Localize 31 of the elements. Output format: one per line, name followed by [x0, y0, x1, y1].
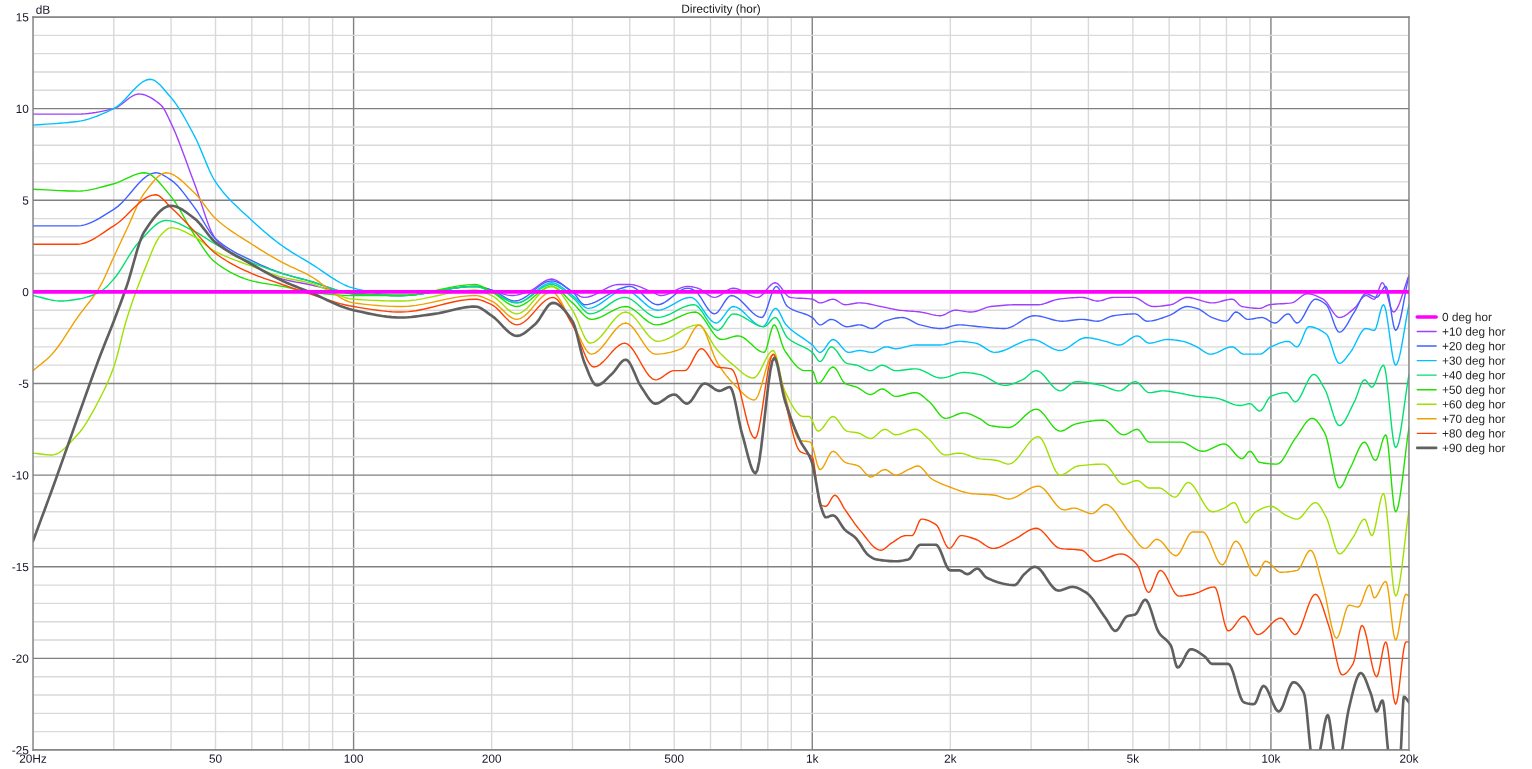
y-tick-label: -20 — [12, 654, 29, 663]
legend-label: +50 deg hor — [1442, 385, 1506, 397]
x-tick-label: 20k — [1400, 754, 1419, 763]
x-tick-label: 50 — [209, 754, 222, 763]
x-tick-label: 5k — [1127, 754, 1140, 763]
y-tick-label: 15 — [16, 13, 29, 22]
legend-label: +70 deg hor — [1442, 414, 1506, 426]
y-tick-label: 10 — [16, 104, 29, 114]
x-tick-label: 500 — [664, 754, 684, 763]
y-tick-label: 0 — [22, 287, 29, 297]
y-tick-label: -10 — [12, 471, 29, 480]
y-tick-label: -15 — [12, 562, 29, 572]
legend-label: +60 deg hor — [1442, 399, 1506, 411]
y-tick-label: -5 — [18, 379, 29, 388]
legend-label: +30 deg hor — [1442, 356, 1506, 368]
x-tick-label: 20Hz — [19, 754, 47, 763]
x-tick-label: 1k — [806, 754, 819, 763]
x-tick-label: 10k — [1262, 754, 1281, 763]
y-tick-label: -25 — [12, 746, 29, 755]
legend-label: +20 deg hor — [1442, 341, 1506, 353]
legend-label: +90 deg hor — [1442, 443, 1506, 455]
x-tick-label: 200 — [482, 754, 502, 763]
legend-label: 0 deg hor — [1442, 312, 1492, 324]
legend-label: +10 deg hor — [1442, 327, 1506, 339]
x-tick-label: 100 — [344, 754, 363, 763]
x-tick-label: 2k — [944, 754, 957, 763]
chart-title: Directivity (hor) — [682, 4, 760, 16]
legend-label: +40 deg hor — [1442, 370, 1506, 382]
y-axis-title: dB — [36, 5, 50, 14]
legend-label: +80 deg hor — [1442, 428, 1506, 440]
y-tick-label: 5 — [22, 196, 29, 205]
